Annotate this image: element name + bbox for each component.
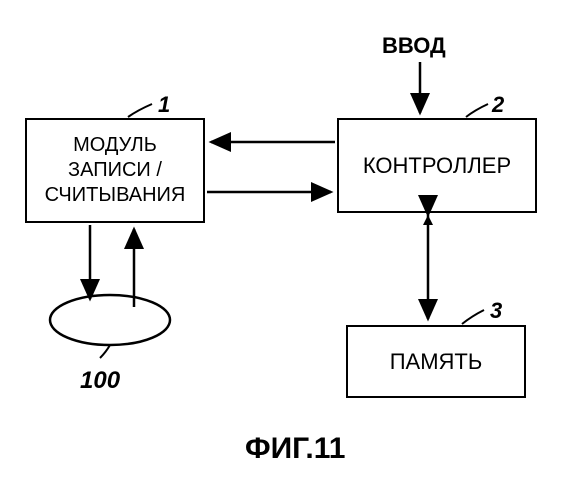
module-leader [128, 104, 152, 117]
disc-leader [100, 345, 110, 358]
module-box: МОДУЛЬ ЗАПИСИ / СЧИТЫВАНИЯ [25, 118, 205, 223]
disc-shape [50, 295, 170, 345]
input-label: ВВОД [382, 33, 446, 59]
memory-box: ПАМЯТЬ [346, 325, 526, 398]
module-label: МОДУЛЬ ЗАПИСИ / СЧИТЫВАНИЯ [45, 133, 186, 208]
controller-box: КОНТРОЛЛЕР [337, 118, 537, 213]
memory-number: 3 [490, 298, 502, 324]
controller-leader [466, 104, 488, 117]
controller-label: КОНТРОЛЛЕР [363, 153, 511, 179]
memory-label: ПАМЯТЬ [390, 349, 483, 375]
module-number: 1 [158, 92, 170, 118]
figure-caption: ФИГ.11 [245, 432, 345, 466]
disc-number: 100 [80, 367, 120, 395]
diagram-svg [0, 0, 580, 500]
controller-number: 2 [492, 92, 504, 118]
memory-leader [462, 310, 484, 324]
